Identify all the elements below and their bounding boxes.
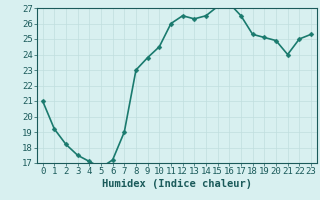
X-axis label: Humidex (Indice chaleur): Humidex (Indice chaleur) (102, 179, 252, 189)
